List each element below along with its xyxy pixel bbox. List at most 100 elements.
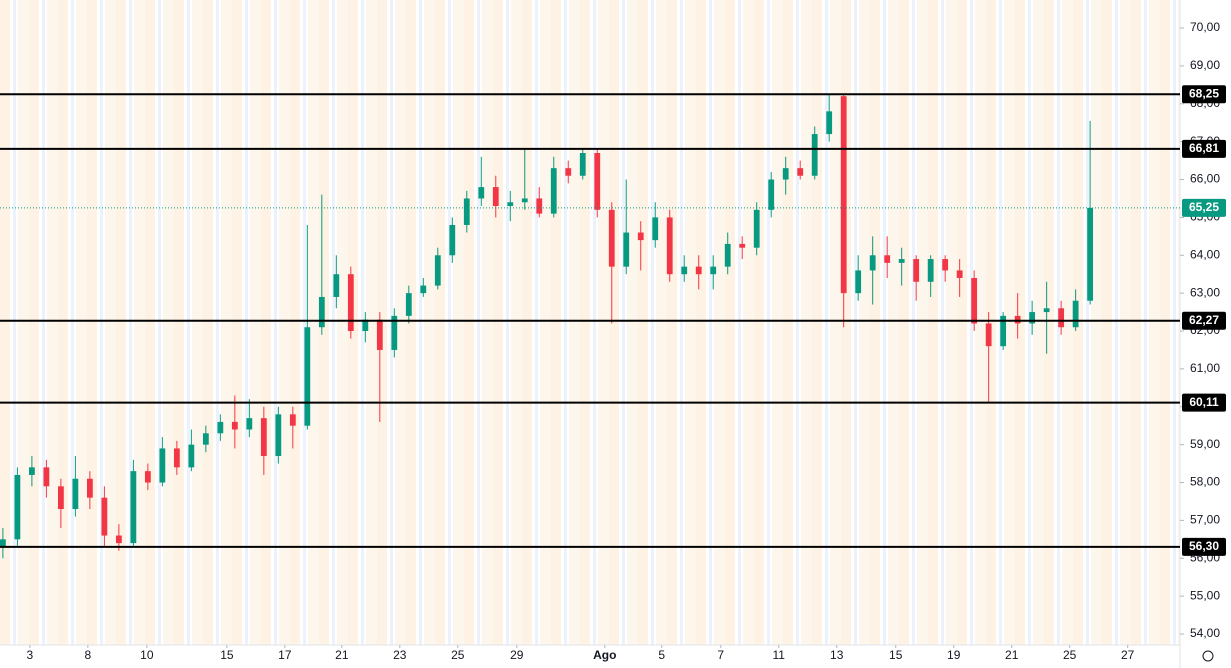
x-tick-label: 27 bbox=[1121, 648, 1135, 662]
candle-body bbox=[130, 471, 137, 544]
candle-body bbox=[608, 209, 615, 267]
candle-body bbox=[289, 414, 296, 426]
level-label: 68,25 bbox=[1189, 86, 1219, 100]
candle-body bbox=[173, 448, 180, 468]
candle-body bbox=[898, 259, 905, 263]
x-tick-label: 15 bbox=[889, 648, 903, 662]
candle-body bbox=[492, 187, 499, 207]
candle-body bbox=[202, 433, 209, 445]
candle-body bbox=[14, 474, 21, 540]
level-label: 60,11 bbox=[1189, 395, 1219, 409]
candle-body bbox=[855, 270, 862, 294]
level-box bbox=[1182, 393, 1226, 412]
candle-body bbox=[1072, 300, 1079, 328]
candle-body bbox=[43, 467, 50, 487]
candle-body bbox=[463, 198, 470, 225]
level-box bbox=[1182, 85, 1226, 104]
candle-body bbox=[376, 319, 383, 350]
candle-body bbox=[826, 111, 833, 135]
candle-body bbox=[115, 535, 122, 544]
candle-body bbox=[304, 327, 311, 426]
candle-body bbox=[0, 539, 6, 547]
candle-body bbox=[1087, 207, 1094, 301]
candle-body bbox=[956, 270, 963, 278]
y-tick-label: 63,00 bbox=[1190, 285, 1220, 299]
candle-body bbox=[420, 285, 427, 294]
x-tick-label: 17 bbox=[278, 648, 292, 662]
candle-body bbox=[695, 266, 702, 275]
candle-body bbox=[913, 259, 920, 282]
candle-body bbox=[550, 168, 557, 214]
candle-body bbox=[391, 315, 398, 350]
x-tick-label: 21 bbox=[1005, 648, 1019, 662]
candle-body bbox=[1014, 315, 1021, 324]
candle-body bbox=[246, 418, 253, 430]
x-tick-label: 5 bbox=[658, 648, 665, 662]
candle-body bbox=[985, 323, 992, 347]
level-label: 62,27 bbox=[1189, 313, 1219, 327]
y-tick-label: 69,00 bbox=[1190, 58, 1220, 72]
candle-body bbox=[768, 179, 775, 210]
candle-body bbox=[159, 448, 166, 483]
x-tick-label: 25 bbox=[451, 648, 465, 662]
candle-body bbox=[260, 418, 267, 457]
level-label: 56,30 bbox=[1189, 539, 1219, 553]
x-tick-label: 29 bbox=[510, 648, 524, 662]
x-tick-label: 10 bbox=[140, 648, 154, 662]
candle-body bbox=[362, 319, 369, 332]
candle-body bbox=[333, 274, 340, 297]
y-tick-label: 61,00 bbox=[1190, 361, 1220, 375]
y-tick-label: 59,00 bbox=[1190, 437, 1220, 451]
x-tick-label: 11 bbox=[773, 648, 786, 662]
candle-body bbox=[942, 259, 949, 271]
candle-body bbox=[217, 421, 224, 434]
candle-body bbox=[405, 293, 412, 316]
candle-body bbox=[28, 467, 35, 475]
candle-body bbox=[666, 217, 673, 275]
candle-body bbox=[782, 168, 789, 180]
y-tick-label: 64,00 bbox=[1190, 247, 1220, 261]
candle-body bbox=[811, 134, 818, 176]
candle-body bbox=[739, 243, 746, 248]
x-tick-label: 21 bbox=[335, 648, 349, 662]
candle-body bbox=[1043, 308, 1050, 313]
candle-body bbox=[1058, 308, 1065, 328]
candle-body bbox=[101, 497, 108, 536]
level-box bbox=[1182, 537, 1226, 556]
candle-body bbox=[521, 198, 528, 203]
candle-body bbox=[797, 168, 804, 176]
candle-body bbox=[652, 217, 659, 241]
candle-body bbox=[623, 232, 630, 267]
candle-body bbox=[72, 478, 79, 510]
candle-body bbox=[507, 202, 514, 207]
y-tick-label: 58,00 bbox=[1190, 475, 1220, 489]
x-tick-label: 15 bbox=[220, 648, 234, 662]
candle-body bbox=[144, 471, 151, 483]
candle-body bbox=[318, 296, 325, 328]
settings-icon bbox=[1202, 650, 1214, 662]
candle-body bbox=[565, 168, 572, 176]
x-tick-label: 7 bbox=[717, 648, 724, 662]
level-box bbox=[1182, 311, 1226, 330]
x-tick-label: 19 bbox=[947, 648, 961, 662]
x-tick-label: Ago bbox=[593, 648, 616, 662]
level-label: 66,81 bbox=[1189, 141, 1219, 155]
y-tick-label: 55,00 bbox=[1190, 588, 1220, 602]
y-tick-label: 54,00 bbox=[1190, 626, 1220, 640]
candle-body bbox=[884, 255, 891, 263]
candle-body bbox=[724, 243, 731, 267]
y-tick-label: 70,00 bbox=[1190, 20, 1220, 34]
candle-body bbox=[971, 277, 978, 324]
x-tick-label: 23 bbox=[393, 648, 407, 662]
level-box bbox=[1182, 139, 1226, 158]
last-price-box bbox=[1182, 198, 1226, 217]
y-tick-label: 66,00 bbox=[1190, 172, 1220, 186]
y-tick-label: 57,00 bbox=[1190, 513, 1220, 527]
candle-body bbox=[579, 153, 586, 176]
candle-body bbox=[927, 259, 934, 282]
last-price-label: 65,25 bbox=[1189, 200, 1219, 214]
x-tick-label: 8 bbox=[85, 648, 92, 662]
x-tick-label: 3 bbox=[27, 648, 34, 662]
